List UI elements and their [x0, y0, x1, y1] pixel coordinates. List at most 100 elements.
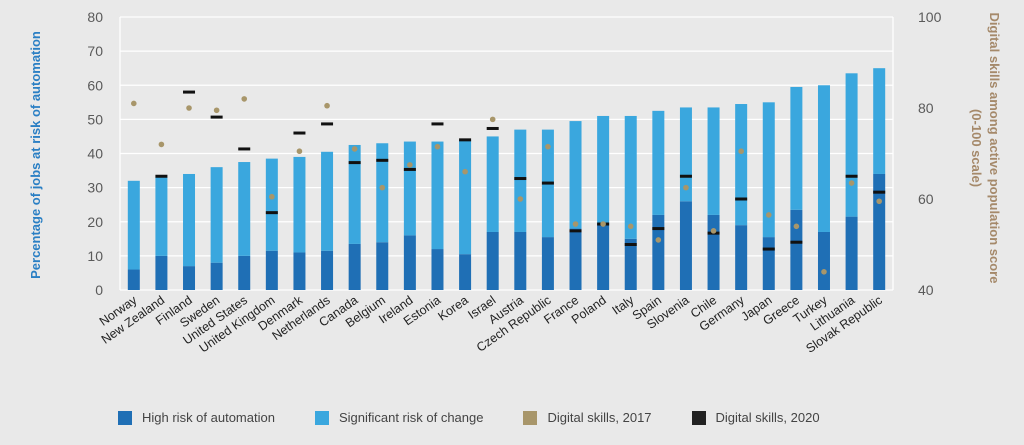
marker-skills-2020: [155, 174, 168, 178]
left-tick-label: 80: [87, 9, 103, 25]
marker-skills-2017: [655, 237, 662, 243]
bar-high-risk: [569, 228, 582, 290]
right-tick-label: 80: [918, 100, 934, 116]
bar-high-risk: [376, 242, 389, 290]
legend-label-high-risk: High risk of automation: [142, 410, 275, 425]
marker-skills-2020: [376, 158, 389, 162]
bar-significant-risk: [238, 162, 251, 256]
bar-significant-risk: [817, 85, 830, 232]
bar-significant-risk: [735, 104, 748, 226]
marker-skills-2020: [293, 131, 306, 135]
bar-significant-risk: [845, 73, 858, 217]
bar-significant-risk: [265, 158, 278, 251]
marker-skills-2020: [679, 174, 692, 178]
marker-skills-2020: [403, 167, 416, 171]
marker-skills-2017: [738, 148, 744, 155]
marker-skills-2017: [213, 107, 220, 114]
bar-high-risk: [348, 243, 361, 290]
marker-skills-2020: [486, 126, 499, 130]
bar-high-risk: [790, 209, 803, 290]
left-tick-label: 10: [87, 248, 103, 264]
bar-significant-risk: [321, 151, 334, 251]
bar-high-risk: [210, 262, 223, 290]
marker-skills-2017: [131, 100, 137, 107]
marker-skills-2017: [489, 116, 496, 123]
marker-skills-2017: [876, 198, 882, 205]
bar-significant-risk: [569, 121, 582, 229]
bar-significant-risk: [873, 68, 886, 174]
marker-skills-2020: [459, 138, 472, 142]
legend-swatch-high-risk: [118, 410, 132, 425]
bar-high-risk: [293, 252, 306, 290]
left-axis-label: Percentage of jobs at risk of automation: [28, 31, 43, 279]
right-tick-label: 60: [918, 191, 934, 207]
legend-label-skills-2017: Digital skills, 2017: [547, 410, 652, 425]
left-tick-label: 20: [87, 214, 103, 230]
marker-skills-2020: [873, 190, 886, 194]
marker-skills-2017: [351, 146, 358, 152]
bar-high-risk: [514, 231, 527, 290]
legend: High risk of automation Significant risk…: [118, 410, 860, 425]
marker-skills-2017: [765, 212, 772, 218]
legend-item-high-risk: High risk of automation: [118, 410, 275, 425]
right-tick-label: 100: [918, 9, 942, 25]
marker-skills-2017: [379, 184, 386, 191]
right-axis-ticks: 40 60 80 100: [918, 9, 942, 298]
marker-skills-2020: [624, 243, 637, 246]
marker-skills-2017: [793, 223, 800, 230]
bar-significant-risk: [459, 139, 472, 255]
marker-skills-2017: [517, 196, 524, 202]
bar-high-risk: [735, 225, 748, 290]
legend-label-significant-risk: Significant risk of change: [338, 410, 484, 425]
marker-skills-2017: [545, 143, 551, 150]
bar-high-risk: [624, 238, 637, 290]
marker-skills-2020: [541, 181, 554, 185]
marker-skills-2017: [269, 193, 275, 200]
right-axis-label-line2: (0-100 scale): [969, 109, 984, 187]
marker-skills-2020: [183, 90, 196, 94]
left-tick-label: 40: [87, 146, 103, 162]
bar-significant-risk: [514, 129, 527, 232]
bar-high-risk: [845, 216, 858, 290]
bar-significant-risk: [183, 173, 196, 267]
marker-skills-2017: [241, 96, 248, 102]
right-axis-label: Digital skills among active population s…: [987, 13, 1002, 284]
marker-skills-2020: [790, 240, 803, 244]
legend-swatch-significant-risk: [314, 410, 329, 425]
left-tick-label: 50: [87, 111, 103, 127]
bar-high-risk: [679, 201, 692, 290]
marker-skills-2017: [627, 223, 634, 230]
bars-group: [127, 68, 886, 290]
marker-skills-2017: [462, 168, 468, 175]
bar-high-risk: [762, 237, 775, 290]
marker-skills-2017: [683, 184, 689, 191]
category-label: Korea: [435, 293, 470, 324]
legend-swatch-skills-2020: [691, 410, 706, 425]
marker-skills-2020: [348, 161, 361, 165]
bar-significant-risk: [348, 144, 361, 244]
marker-skills-2017: [600, 221, 606, 227]
bar-significant-risk: [624, 115, 637, 239]
legend-item-significant-risk: Significant risk of change: [314, 410, 484, 425]
marker-skills-2020: [652, 227, 665, 231]
marker-skills-2020: [569, 229, 582, 233]
legend-label-skills-2020: Digital skills, 2020: [715, 410, 820, 425]
bar-significant-risk: [679, 107, 692, 202]
marker-skills-2017: [434, 143, 441, 150]
bar-high-risk: [155, 255, 168, 290]
left-tick-label: 0: [95, 282, 103, 298]
legend-item-skills-2020: Digital skills, 2020: [691, 410, 820, 425]
bar-high-risk: [459, 254, 472, 290]
bar-significant-risk: [376, 143, 389, 243]
bar-significant-risk: [155, 177, 168, 256]
bar-significant-risk: [652, 110, 665, 215]
marker-skills-2017: [158, 141, 165, 148]
bar-high-risk: [486, 231, 499, 290]
bar-significant-risk: [210, 167, 223, 263]
marker-skills-2017: [821, 269, 827, 275]
legend-swatch-skills-2017: [523, 410, 538, 425]
bar-high-risk: [127, 269, 140, 290]
marker-skills-2020: [321, 122, 334, 126]
bar-high-risk: [265, 250, 278, 290]
